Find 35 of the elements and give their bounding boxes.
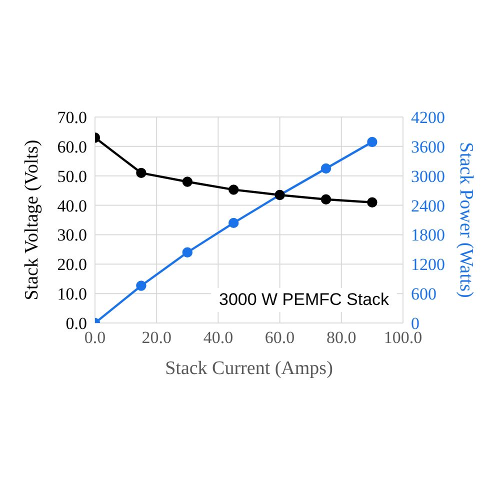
point	[228, 218, 239, 228]
y2-tick-label: 3000	[411, 166, 445, 186]
x-axis-title: Stack Current (Amps)	[165, 358, 333, 379]
point	[367, 197, 378, 208]
point	[182, 247, 192, 258]
point	[228, 184, 239, 195]
y2-tick-label: 600	[411, 284, 436, 304]
y2-tick-label: 1800	[411, 226, 445, 245]
y-tick-label: 0.0	[66, 314, 87, 334]
point	[182, 176, 192, 187]
y2-tick-label: 3600	[411, 137, 445, 156]
y2-axis-title: Stack Power (Watts)	[455, 142, 476, 298]
y2-tick-label: 2400	[411, 196, 445, 216]
x-tick-label: 80.0	[326, 328, 356, 348]
y-tick-label: 10.0	[57, 284, 87, 304]
point	[367, 136, 378, 148]
x-tick-label: 40.0	[203, 328, 234, 348]
point	[320, 194, 332, 204]
y2-tick-label: 1200	[411, 255, 445, 274]
x-tick-label: 100.0	[384, 328, 422, 348]
point	[136, 168, 146, 178]
x-tick-label: 20.0	[142, 328, 172, 348]
y-tick-label: 40.0	[57, 196, 87, 216]
annotation: 3000 W PEMFC Stack	[211, 288, 398, 312]
point	[136, 280, 146, 291]
y-tick-label: 60.0	[57, 137, 87, 156]
y-axis-title: Stack Voltage (Volts)	[22, 140, 43, 300]
y-tick-label: 30.0	[57, 226, 87, 245]
y-tick-label: 20.0	[57, 255, 87, 274]
y-tick-label: 50.0	[57, 166, 87, 186]
y-tick-label: 70.0	[57, 108, 87, 128]
x-tick-label: 60.0	[264, 328, 295, 348]
x-tick-label: 0.0	[84, 328, 106, 348]
point	[320, 163, 332, 174]
y2-tick-label: 4200	[411, 108, 445, 128]
